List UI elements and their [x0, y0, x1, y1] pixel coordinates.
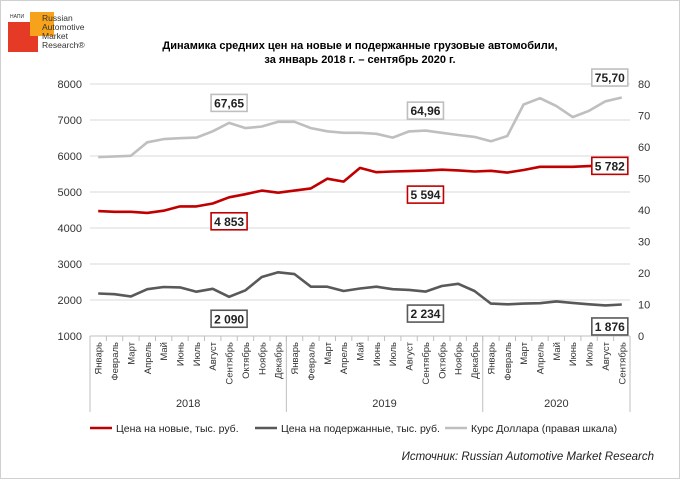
logo-text: Russian Automotive Market Research®	[42, 13, 85, 50]
x-tick-label: Май	[552, 342, 563, 361]
value-label-box	[406, 185, 445, 204]
chart-title-line1: Динамика средних цен на новые и подержан…	[162, 40, 558, 52]
x-tick-label: Июнь	[568, 342, 579, 366]
x-tick-label: Март	[323, 341, 334, 364]
y-right-tick-label: 70	[638, 111, 650, 123]
series-line-1	[98, 270, 622, 307]
x-tick-label: Апрель	[339, 342, 350, 374]
x-tick-label: Май	[159, 342, 170, 361]
chart-title: Динамика средних цен на новые и подержан…	[120, 39, 600, 67]
x-tick-label: Июль	[585, 342, 596, 366]
value-label: 75,70	[595, 71, 625, 85]
value-label: 67,65	[214, 96, 244, 110]
x-tick-label: Ноябрь	[257, 342, 268, 375]
value-label: 2 234	[410, 307, 440, 321]
value-label-box	[210, 211, 248, 231]
ramr-logo: НАПИ Russian Automotive Market Research®	[8, 10, 98, 70]
x-tick-label: Июль	[388, 342, 399, 366]
year-label: 2019	[372, 398, 396, 410]
y-right-tick-label: 30	[638, 237, 650, 249]
y-left-tick-label: 6000	[58, 151, 82, 163]
y-left-tick-label: 1000	[58, 331, 82, 343]
x-tick-label: Август	[405, 341, 416, 370]
value-label: 1 876	[595, 320, 625, 334]
value-label-box	[210, 93, 248, 113]
value-label: 5 594	[410, 188, 440, 202]
x-tick-label: Май	[356, 342, 367, 361]
legend-label: Курс Доллара (правая шкала)	[471, 423, 617, 435]
x-tick-label: Сентябрь	[421, 342, 432, 385]
x-tick-label: Октябрь	[241, 342, 252, 379]
x-tick-label: Октябрь	[437, 342, 448, 379]
y-left-tick-label: 8000	[58, 79, 82, 91]
series-line-0	[98, 162, 622, 215]
y-right-tick-label: 80	[638, 79, 650, 91]
x-tick-label: Март	[126, 341, 137, 364]
source-note: Источник: Russian Automotive Market Rese…	[401, 451, 654, 463]
year-label: 2018	[176, 398, 200, 410]
x-tick-label: Июнь	[176, 342, 187, 366]
x-tick-label: Декабрь	[274, 342, 285, 379]
series-line-2	[98, 96, 623, 159]
y-left-tick-label: 5000	[58, 187, 82, 199]
y-left-tick-label: 3000	[58, 259, 82, 271]
logo-tag: НАПИ	[10, 14, 25, 20]
value-label-box	[591, 317, 629, 336]
y-right-tick-label: 40	[638, 205, 650, 217]
legend-label: Цена на подержанные, тыс. руб.	[281, 423, 440, 435]
value-label: 64,96	[410, 104, 440, 118]
chart-title-line2: за январь 2018 г. – сентябрь 2020 г.	[264, 54, 456, 66]
value-label-box	[210, 309, 248, 329]
x-tick-label: Август	[601, 341, 612, 370]
value-label-box	[591, 156, 629, 176]
x-tick-label: Январь	[94, 342, 105, 375]
x-tick-label: Январь	[290, 342, 301, 375]
x-tick-label: Декабрь	[470, 342, 481, 379]
x-tick-label: Март	[519, 341, 530, 364]
x-tick-label: Апрель	[143, 342, 154, 374]
year-label: 2020	[544, 398, 568, 410]
legend-label: Цена на новые, тыс. руб.	[116, 423, 239, 435]
y-right-tick-label: 10	[638, 300, 650, 312]
x-tick-label: Ноябрь	[454, 342, 465, 375]
x-tick-label: Апрель	[536, 342, 547, 374]
x-tick-label: Июнь	[372, 342, 383, 366]
value-label: 5 782	[595, 159, 625, 173]
value-label-box	[591, 68, 629, 87]
x-tick-label: Февраль	[306, 342, 317, 381]
y-right-tick-label: 0	[638, 331, 644, 343]
x-tick-label: Февраль	[110, 342, 121, 381]
x-tick-label: Август	[208, 341, 219, 370]
value-label-box	[406, 101, 445, 120]
y-right-tick-label: 20	[638, 268, 650, 280]
y-right-tick-label: 50	[638, 174, 650, 186]
y-left-tick-label: 2000	[58, 295, 82, 307]
x-tick-label: Сентябрь	[225, 342, 236, 385]
value-label: 4 853	[214, 215, 244, 229]
x-tick-label: Январь	[486, 342, 497, 375]
y-right-tick-label: 60	[638, 142, 650, 154]
x-tick-label: Сентябрь	[617, 342, 628, 385]
y-left-tick-label: 7000	[58, 115, 82, 127]
y-left-tick-label: 4000	[58, 223, 82, 235]
x-tick-label: Июль	[192, 342, 203, 366]
value-label-box	[406, 304, 445, 323]
x-tick-label: Февраль	[503, 342, 514, 381]
value-label: 2 090	[214, 312, 244, 326]
logo-orange-square	[30, 12, 54, 36]
